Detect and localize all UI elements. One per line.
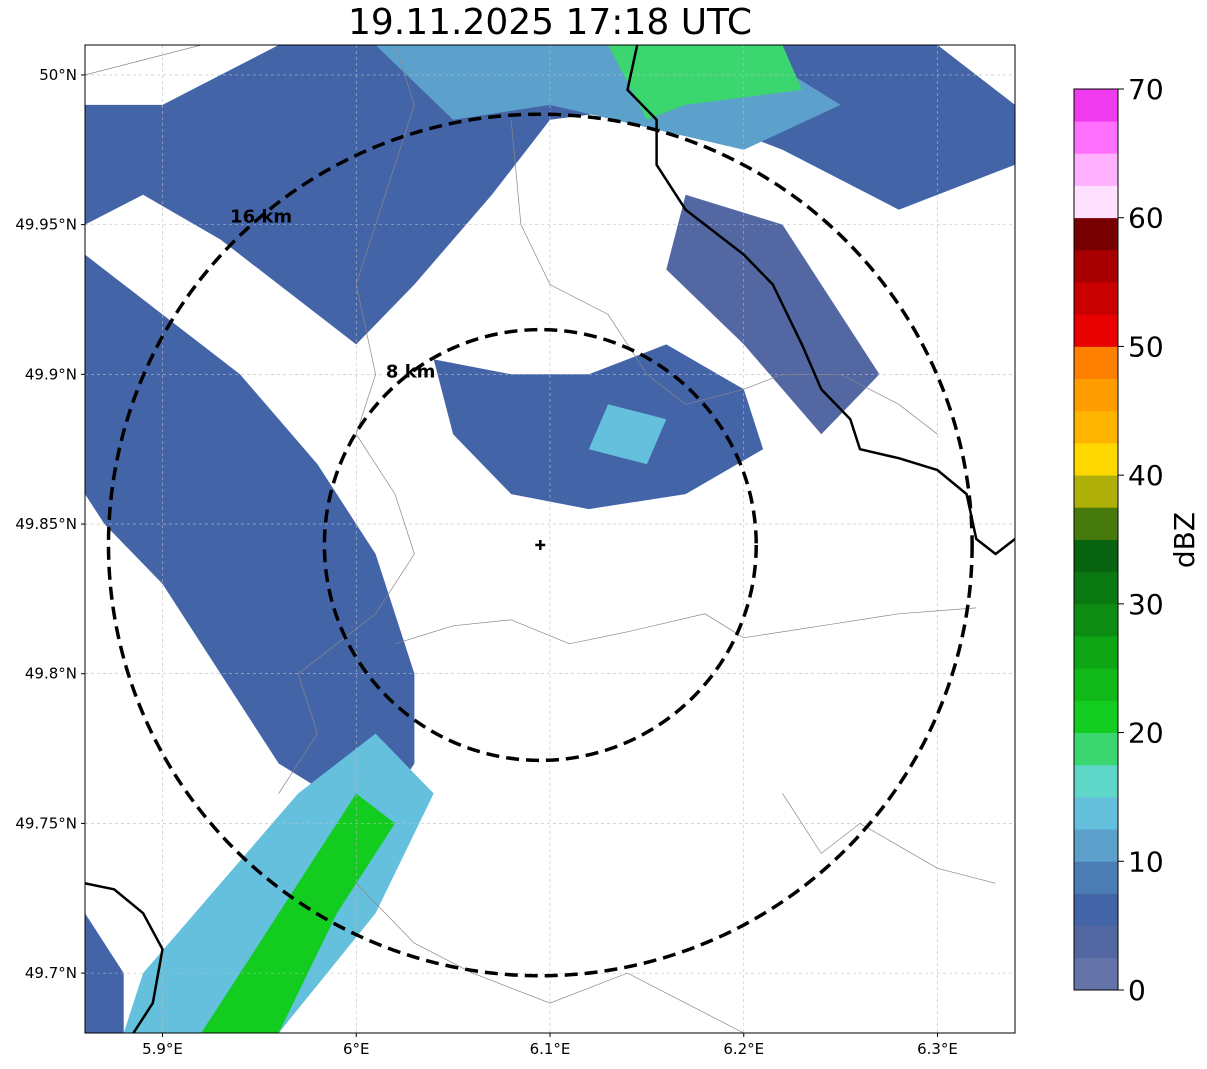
colorbar-tick-label: 70 <box>1128 73 1164 106</box>
regional-border <box>510 119 938 435</box>
colorbar-segment <box>1074 732 1118 766</box>
colorbar-tick-label: 40 <box>1128 459 1164 492</box>
colorbar-segment <box>1074 507 1118 540</box>
colorbar-segment <box>1074 121 1118 154</box>
colorbar-segment <box>1074 442 1118 476</box>
lon-tick-label: 6.2°E <box>723 1040 764 1058</box>
colorbar-segment <box>1074 861 1118 894</box>
regional-border <box>355 883 744 1033</box>
colorbar: 0 10 20 30 40 50 60 70 dBZ <box>1073 73 1201 1007</box>
lat-tick-label: 49.9°N <box>25 365 77 383</box>
colorbar-segment <box>1074 764 1118 798</box>
colorbar-segment <box>1074 217 1118 251</box>
colorbar-segment <box>1074 539 1118 573</box>
range-ring-label: 16 km <box>230 206 292 227</box>
colorbar-tick-label: 0 <box>1128 974 1146 1007</box>
axis-ticks: 5.9°E 6°E 6.1°E 6.2°E 6.3°E 50°N 49.95°N 49.9°N… <box>15 66 958 1058</box>
lon-tick-label: 6.1°E <box>530 1040 571 1058</box>
echo-west-band <box>85 254 415 824</box>
radar-site-marker <box>535 539 546 550</box>
lat-tick-label: 50°N <box>39 66 77 84</box>
map-area[interactable]: 8 km 16 km <box>85 45 1015 1033</box>
colorbar-segment <box>1074 603 1118 637</box>
colorbar-segment <box>1074 668 1118 701</box>
echo-central-cell <box>433 344 764 510</box>
range-ring-16km <box>106 112 974 978</box>
colorbar-tick-label: 30 <box>1128 588 1164 621</box>
colorbar-segment <box>1074 282 1118 315</box>
lat-tick-label: 49.85°N <box>15 515 77 533</box>
colorbar-segment <box>1074 571 1118 605</box>
colorbar-tick-label: 20 <box>1128 717 1164 750</box>
colorbar-tick-label: 10 <box>1128 845 1164 878</box>
colorbar-segment <box>1074 475 1118 508</box>
map-title: 19.11.2025 17:18 UTC <box>347 2 753 43</box>
colorbar-segment <box>1074 185 1118 219</box>
lon-tick-label: 6.3°E <box>917 1040 958 1058</box>
country-border <box>626 45 1015 556</box>
lon-tick-label: 6°E <box>343 1040 370 1058</box>
colorbar-frame <box>1073 88 1119 991</box>
lat-tick-label: 49.7°N <box>25 964 77 982</box>
reflectivity-layer <box>85 45 1015 1033</box>
colorbar-segment <box>1074 89 1118 122</box>
colorbar-tick-label: 50 <box>1128 330 1164 363</box>
regional-border <box>85 45 202 76</box>
range-rings: 8 km 16 km <box>106 112 974 978</box>
colorbar-segment <box>1074 700 1118 733</box>
colorbar-segment <box>1074 314 1118 347</box>
lon-tick-label: 5.9°E <box>142 1040 183 1058</box>
country-border <box>85 882 164 1033</box>
regional-border <box>278 45 415 794</box>
colorbar-tick-label: 60 <box>1128 202 1164 235</box>
regional-border <box>394 607 977 645</box>
colorbar-segment <box>1074 153 1118 186</box>
colorbar-segment <box>1074 346 1118 380</box>
range-ring-8km <box>322 327 758 763</box>
echo-central-cell-core <box>588 404 667 465</box>
lat-tick-label: 49.8°N <box>25 665 77 683</box>
echo-northern-band-green <box>608 45 802 120</box>
lat-tick-label: 49.95°N <box>15 216 77 234</box>
colorbar-segment <box>1074 636 1118 669</box>
colorbar-segment <box>1074 249 1118 283</box>
borders <box>85 45 1015 1033</box>
range-ring-label: 8 km <box>386 362 436 383</box>
colorbar-segment <box>1074 925 1118 959</box>
colorbar-segment <box>1074 410 1118 444</box>
lat-tick-label: 49.75°N <box>15 814 77 832</box>
colorbar-label: dBZ <box>1168 512 1201 568</box>
colorbar-segment <box>1074 893 1118 927</box>
regional-border <box>782 793 996 884</box>
colorbar-segment <box>1074 829 1118 862</box>
colorbar-segment <box>1074 378 1118 412</box>
colorbar-segment <box>1074 796 1118 830</box>
colorbar-segment <box>1074 957 1118 991</box>
